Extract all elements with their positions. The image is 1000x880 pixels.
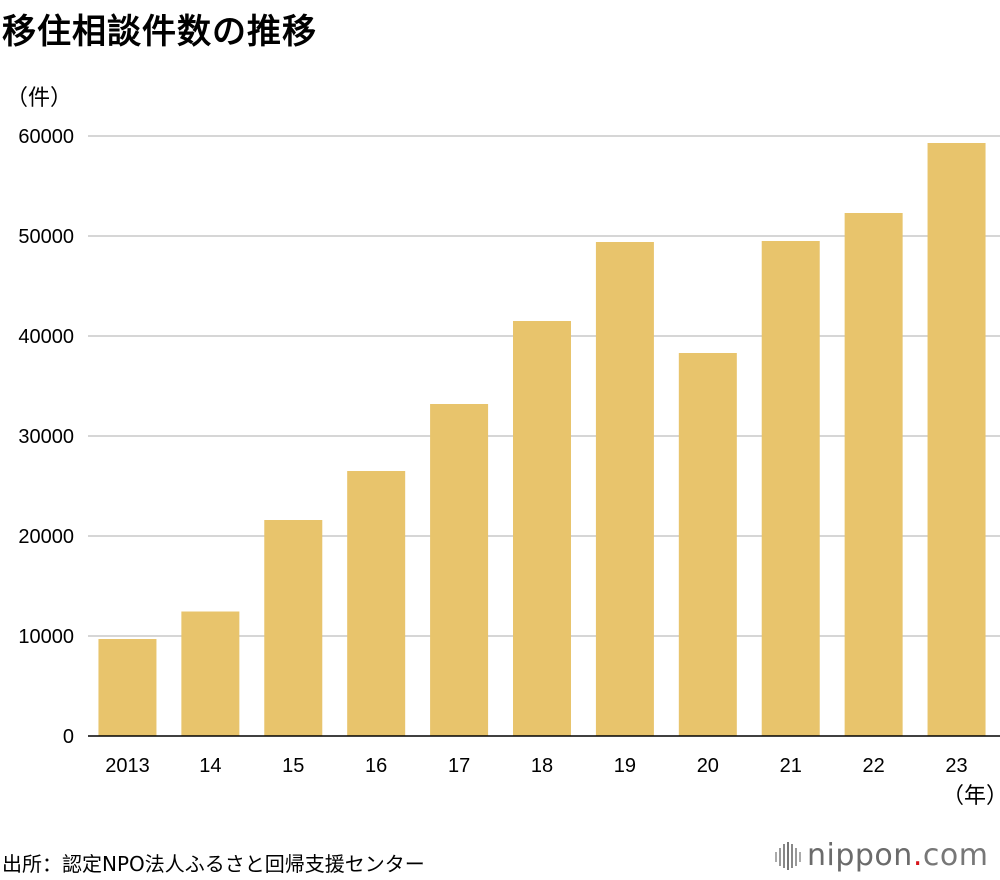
bar-14: [181, 611, 240, 736]
bar-15: [264, 520, 323, 736]
logo-tail: com: [922, 838, 989, 873]
x-tick-label: 20: [697, 755, 719, 777]
y-tick-label: 0: [63, 726, 74, 748]
nippon-logo: nippon. com: [775, 838, 988, 873]
tick-labels: 0 10000 20000 30000 40000 50000 60000 2013 14 15 1…: [18, 126, 967, 777]
y-tick-label: 10000: [18, 626, 74, 648]
y-tick-label: 50000: [18, 226, 74, 248]
bar-16: [347, 471, 406, 736]
x-tick-label: 23: [945, 755, 967, 777]
y-axis-unit-label: （件）: [6, 86, 73, 111]
x-tick-label: 16: [365, 755, 387, 777]
bar-20: [678, 353, 737, 736]
bar-21: [761, 241, 820, 736]
bar-23: [927, 143, 986, 736]
chart-title: 移住相談件数の推移: [2, 12, 317, 52]
y-tick-label: 20000: [18, 526, 74, 548]
x-tick-label: 17: [448, 755, 470, 777]
x-tick-label: 22: [863, 755, 885, 777]
x-tick-label: 19: [614, 755, 636, 777]
x-axis-unit-label: （年）: [942, 784, 1000, 809]
bar-18: [513, 321, 571, 736]
x-tick-label: 21: [780, 755, 802, 777]
bar-17: [430, 404, 489, 736]
bar-22: [844, 213, 903, 736]
bar-19: [595, 242, 654, 736]
y-tick-label: 40000: [18, 326, 74, 348]
bar-2013: [98, 639, 157, 736]
x-tick-label: 2013: [105, 755, 150, 777]
x-tick-label: 15: [282, 755, 304, 777]
logo-name: nippon: [807, 838, 913, 873]
x-tick-label: 18: [531, 755, 553, 777]
y-tick-label: 30000: [18, 426, 74, 448]
y-tick-label: 60000: [18, 126, 74, 148]
x-tick-label: 14: [199, 755, 221, 777]
nippon-logo-bars-icon: [775, 841, 801, 870]
bars: [98, 143, 986, 736]
source-note: 出所：認定NPO法人ふるさと回帰支援センター: [2, 852, 425, 876]
logo-dot: .: [912, 838, 923, 873]
